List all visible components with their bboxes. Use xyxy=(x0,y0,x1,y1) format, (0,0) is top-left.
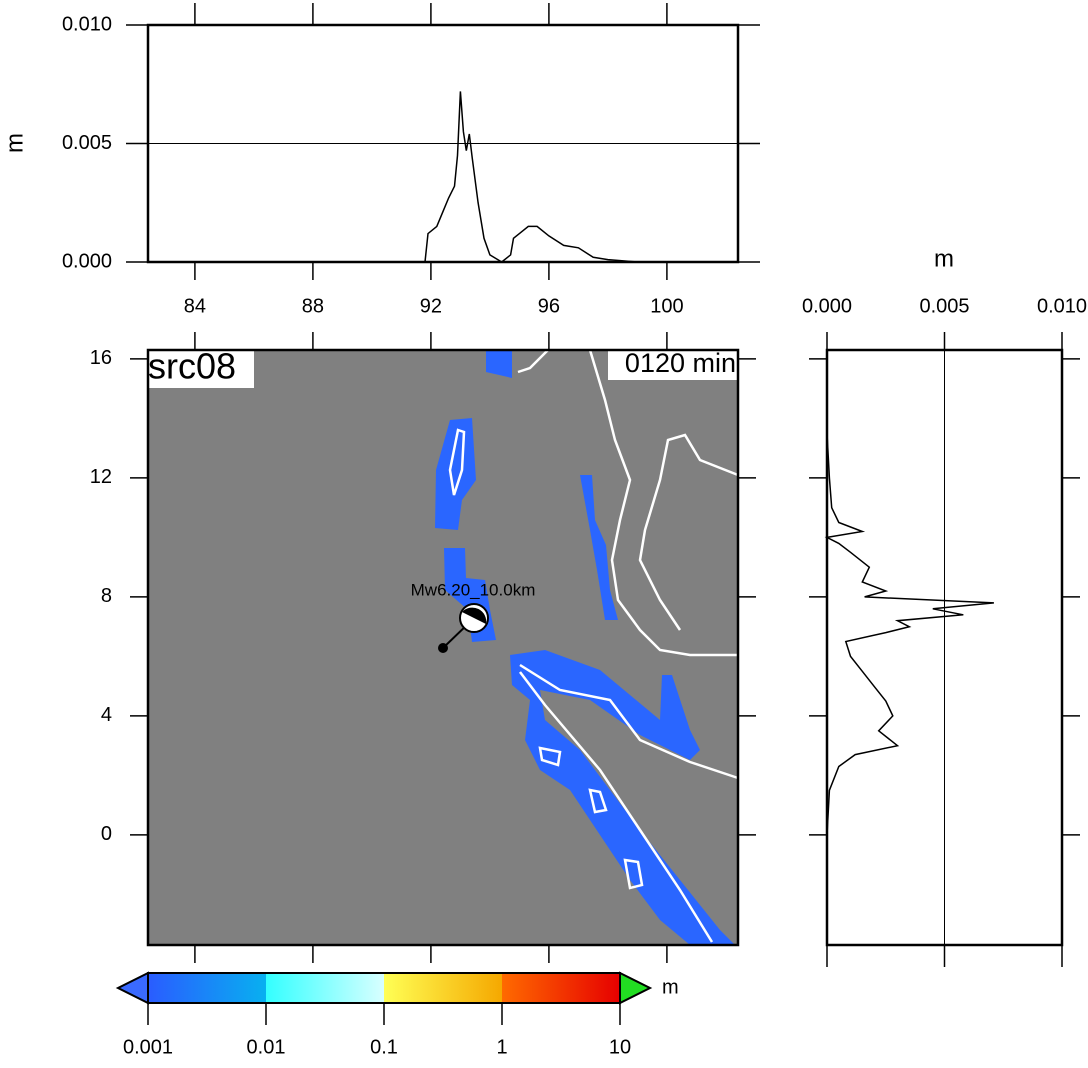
colorbar-under xyxy=(115,971,149,1005)
x-tick-label: 0.010 xyxy=(1037,295,1087,317)
colorbar-segment xyxy=(266,973,384,1003)
y-tick-label: 8 xyxy=(101,585,112,607)
map-frame xyxy=(146,348,740,947)
colorbar-label: 0.001 xyxy=(123,1036,173,1058)
x-axis-label: m xyxy=(934,245,954,272)
y-tick-label: 0.005 xyxy=(62,132,112,154)
x-tick-label: 88 xyxy=(302,295,324,317)
colorbar-label: 10 xyxy=(609,1036,631,1058)
colorbar-segment xyxy=(384,973,502,1003)
y-tick-label: 0.000 xyxy=(62,250,112,272)
x-tick-label: 96 xyxy=(538,295,560,317)
wave-area xyxy=(580,475,618,620)
colorbar-label: 0.1 xyxy=(370,1036,398,1058)
title-box xyxy=(146,350,254,388)
focal-mechanism-quadrant xyxy=(462,607,487,624)
coastline xyxy=(638,433,739,631)
profile-line xyxy=(824,350,994,945)
wave-area xyxy=(510,650,735,945)
x-tick-label: 100 xyxy=(650,295,683,317)
time-label: 0120 min xyxy=(625,348,736,378)
x-tick-label: 0.000 xyxy=(802,295,852,317)
x-tick-label: 84 xyxy=(184,295,206,317)
colorbar-over xyxy=(619,971,653,1005)
coastline xyxy=(538,746,562,767)
wave-area xyxy=(486,350,512,378)
colorbar-segment xyxy=(148,973,266,1003)
coastline xyxy=(588,349,738,657)
coastline xyxy=(517,349,549,374)
coastline xyxy=(448,428,466,496)
time-box xyxy=(608,350,738,380)
profile-line xyxy=(148,91,738,263)
coastline xyxy=(519,671,714,943)
y-axis-label: m xyxy=(1,133,28,153)
colorbar-unit: m xyxy=(662,976,679,998)
y-tick-label: 4 xyxy=(101,704,112,726)
y-tick-label: 16 xyxy=(90,347,112,369)
y-tick-label: 0 xyxy=(101,823,112,845)
y-tick-label: 12 xyxy=(90,466,112,488)
colorbar-segment xyxy=(502,973,620,1003)
x-tick-label: 92 xyxy=(420,295,442,317)
x-tick-label: 0.005 xyxy=(919,295,969,317)
colorbar-label: 1 xyxy=(496,1036,507,1058)
coastline xyxy=(519,663,739,780)
y-tick-label: 0.010 xyxy=(62,13,112,35)
map-title: src08 xyxy=(148,346,236,387)
map: Mw6.20_10.0km src08 0120 min xyxy=(146,346,740,947)
wave-area xyxy=(435,418,476,530)
source-label: Mw6.20_10.0km xyxy=(411,580,536,599)
coastline xyxy=(623,858,644,890)
coastline xyxy=(588,788,608,814)
epicenter xyxy=(438,643,448,653)
colorbar-label: 0.01 xyxy=(247,1036,286,1058)
